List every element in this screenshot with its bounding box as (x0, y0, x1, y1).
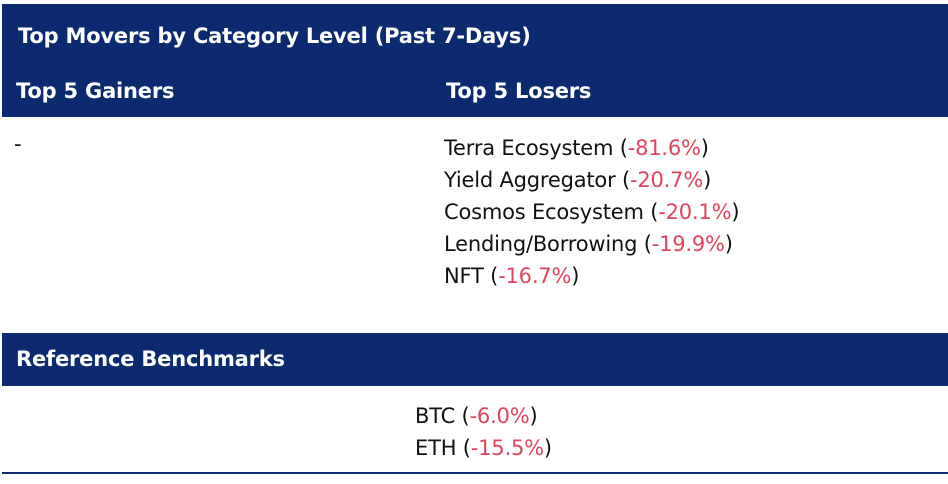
loser-name: NFT (444, 264, 484, 288)
top-movers-header: Top Movers by Category Level (Past 7-Day… (2, 4, 948, 117)
benchmark-change: -15.5% (470, 436, 544, 460)
benchmark-item: BTC (-6.0%) (415, 404, 538, 428)
gainers-heading: Top 5 Gainers (16, 79, 175, 103)
benchmark-change: -6.0% (469, 404, 530, 428)
loser-item: NFT (-16.7%) (444, 264, 580, 288)
loser-item: Terra Ecosystem (-81.6%) (444, 136, 709, 160)
loser-change: -20.1% (658, 200, 732, 224)
losers-list: Terra Ecosystem (-81.6%) Yield Aggregato… (444, 132, 740, 292)
loser-change: -19.9% (651, 232, 725, 256)
benchmark-name: ETH (415, 436, 457, 460)
loser-item: Yield Aggregator (-20.7%) (444, 168, 712, 192)
loser-item: Cosmos Ecosystem (-20.1%) (444, 200, 740, 224)
loser-change: -16.7% (498, 264, 572, 288)
loser-name: Yield Aggregator (444, 168, 616, 192)
benchmark-item: ETH (-15.5%) (415, 436, 552, 460)
loser-name: Lending/Borrowing (444, 232, 638, 256)
bottom-divider (2, 472, 948, 474)
benchmarks-heading: Reference Benchmarks (16, 347, 285, 371)
loser-change: -20.7% (629, 168, 704, 192)
loser-item: Lending/Borrowing (-19.9%) (444, 232, 733, 256)
benchmark-name: BTC (415, 404, 456, 428)
loser-change: -81.6% (627, 136, 701, 160)
losers-heading: Top 5 Losers (446, 79, 592, 103)
gainers-empty-placeholder: - (14, 132, 22, 156)
loser-name: Cosmos Ecosystem (444, 200, 644, 224)
page-title: Top Movers by Category Level (Past 7-Day… (18, 24, 531, 48)
benchmarks-header: Reference Benchmarks (2, 333, 948, 386)
benchmarks-list: BTC (-6.0%) ETH (-15.5%) (415, 400, 552, 464)
loser-name: Terra Ecosystem (444, 136, 614, 160)
